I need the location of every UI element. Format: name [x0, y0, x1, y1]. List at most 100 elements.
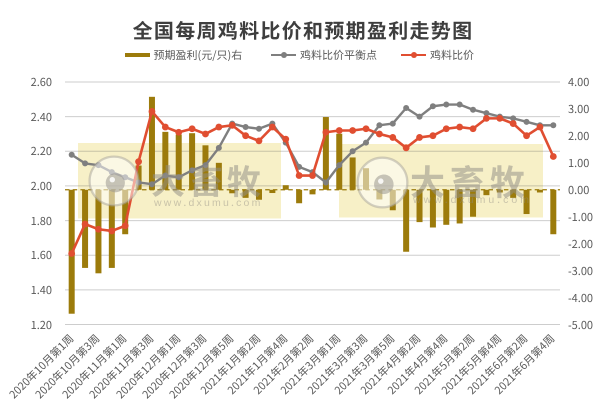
line-marker [456, 101, 463, 108]
line-marker [175, 128, 183, 136]
line-marker [362, 125, 370, 133]
legend-item-balance[interactable]: 鸡料比价平衡点 [271, 47, 377, 63]
line-marker [148, 108, 156, 115]
line-marker [121, 222, 129, 230]
line-marker [443, 101, 450, 108]
line-marker [442, 125, 450, 133]
bar [550, 189, 557, 235]
y-tick-label-right: -1.00 [568, 208, 594, 225]
bar [403, 189, 410, 252]
legend-label: 鸡料比价 [430, 47, 474, 63]
legend-line-marker [410, 52, 417, 59]
line-marker [108, 227, 116, 235]
line-marker [175, 174, 182, 181]
bar [363, 168, 370, 190]
line-marker [188, 125, 196, 133]
bar [189, 133, 196, 190]
bar [429, 189, 436, 228]
line-marker [242, 132, 250, 140]
y-tick-label-left: 2.40 [30, 108, 52, 125]
bar [523, 189, 530, 215]
legend-label: 鸡料比价平衡点 [300, 47, 377, 63]
line-marker [82, 160, 89, 167]
line-marker [189, 167, 196, 174]
y-tick-label-right: 0.00 [568, 181, 590, 198]
y-tick-label-right: 1.00 [568, 154, 590, 171]
line-marker [135, 179, 142, 186]
line-marker [510, 115, 517, 122]
line-marker [162, 172, 169, 179]
line-marker [122, 174, 129, 181]
line-marker [376, 122, 383, 129]
y-tick-label-left: 1.80 [30, 212, 52, 229]
bar [309, 189, 316, 195]
legend: 预期盈利(元/只)右 鸡料比价平衡点 鸡料比价 [0, 47, 604, 63]
line-marker [523, 132, 530, 140]
y-tick-label-left: 1.40 [30, 281, 52, 298]
line-marker [215, 144, 222, 151]
line-marker [268, 123, 276, 131]
bar [162, 131, 169, 190]
line-marker [536, 123, 544, 131]
bar [82, 189, 89, 268]
bar [148, 96, 155, 190]
line-marker [429, 132, 437, 140]
bar [416, 189, 423, 223]
line-marker [389, 120, 396, 127]
line-marker [523, 118, 530, 125]
bar [483, 189, 490, 196]
line-marker [389, 134, 397, 141]
line-marker [309, 172, 316, 179]
line-marker [295, 172, 303, 179]
line-marker [336, 162, 343, 169]
line-marker [228, 121, 236, 129]
line-marker [95, 225, 102, 233]
bar [296, 189, 303, 204]
bar [255, 189, 262, 200]
bar [322, 117, 329, 190]
line-marker [496, 114, 504, 122]
y-tick-label-right: -5.00 [568, 316, 594, 333]
y-tick-label-left: 2.60 [30, 74, 52, 90]
legend-line-swatch-icon [271, 50, 296, 60]
line-marker [550, 122, 557, 129]
bar [536, 189, 543, 193]
y-tick-label-right: 2.00 [568, 127, 590, 144]
line-marker [202, 162, 209, 169]
legend-item-ratio[interactable]: 鸡料比价 [401, 47, 474, 63]
y-tick-label-left: 1.60 [30, 247, 52, 264]
line-marker [108, 169, 115, 176]
bar [122, 189, 129, 235]
bar [510, 189, 517, 198]
bar [242, 189, 249, 198]
line-marker [349, 127, 357, 134]
line-marker [429, 103, 436, 110]
bar [470, 189, 477, 217]
line-marker [242, 124, 249, 131]
line-marker [135, 158, 142, 166]
bar [349, 157, 356, 190]
y-tick-label-right: -2.00 [568, 235, 594, 252]
y-tick-label-right: 4.00 [568, 74, 590, 90]
legend-line-swatch-icon [401, 50, 426, 60]
line-marker [68, 151, 75, 158]
chart-title: 全国每周鸡料比价和预期盈利走势图 [132, 15, 474, 44]
y-tick-label-left: 1.20 [30, 316, 52, 333]
bar [389, 189, 396, 211]
legend-item-profit[interactable]: 预期盈利(元/只)右 [125, 47, 242, 63]
line-marker [375, 130, 383, 138]
highlight-box [339, 144, 543, 218]
line-marker [148, 181, 155, 188]
line-marker [81, 220, 89, 228]
y-tick-label-right: 3.00 [568, 100, 590, 117]
line-marker [215, 123, 223, 131]
line-marker [322, 179, 329, 186]
bar [215, 162, 222, 190]
line-marker [161, 123, 169, 131]
line-marker [470, 106, 477, 113]
y-tick-label-right: -3.00 [568, 262, 594, 279]
line-marker [549, 153, 557, 160]
line-marker [335, 127, 343, 134]
line-marker [255, 137, 263, 145]
bar [443, 189, 450, 225]
